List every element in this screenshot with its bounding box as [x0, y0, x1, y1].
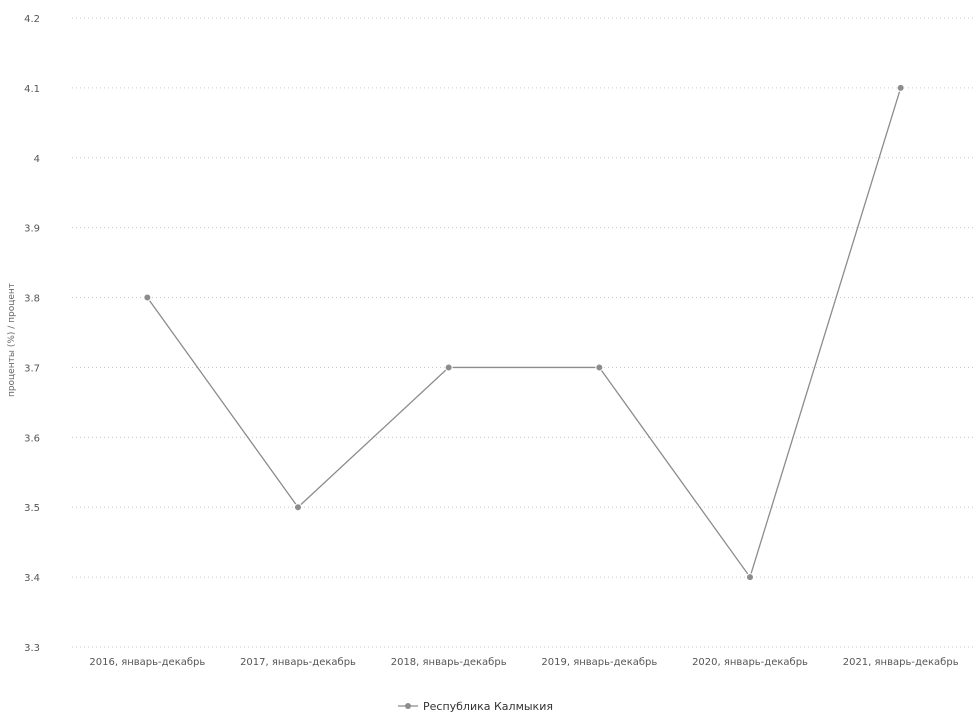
x-tick-label: 2018, январь-декабрь — [391, 657, 507, 668]
data-point[interactable] — [444, 363, 453, 372]
data-point[interactable] — [896, 83, 905, 92]
y-tick-label: 4.1 — [24, 84, 40, 95]
y-tick-label: 3.9 — [24, 224, 40, 235]
y-tick-label: 3.7 — [24, 363, 40, 374]
y-tick-label: 3.4 — [24, 573, 40, 584]
data-point[interactable] — [595, 363, 604, 372]
y-tick-label: 3.8 — [24, 294, 40, 305]
x-tick-label: 2016, январь-декабрь — [89, 657, 205, 668]
grid-lines — [72, 17, 976, 648]
series-line — [146, 87, 902, 579]
y-tick-label: 3.3 — [24, 643, 40, 654]
data-point[interactable] — [143, 293, 152, 302]
y-axis-ticks: 4.2 4.1 4 3.9 3.8 3.7 3.6 3.5 3.4 3.3 — [24, 14, 40, 654]
legend-label: Республика Калмыкия — [423, 700, 553, 713]
x-axis-ticks: 2016, январь-декабрь 2017, январь-декабрь… — [89, 657, 958, 668]
y-tick-label: 3.5 — [24, 503, 40, 514]
y-tick-label: 4 — [34, 154, 40, 165]
y-tick-label: 4.2 — [24, 14, 40, 25]
data-point[interactable] — [294, 503, 302, 512]
y-tick-label: 3.6 — [24, 433, 40, 444]
x-tick-label: 2019, январь-декабрь — [541, 657, 657, 668]
x-tick-label: 2021, январь-декабрь — [843, 657, 959, 668]
legend-marker-swatch — [405, 703, 411, 709]
y-axis-label: проценты (%) / процент — [7, 283, 17, 397]
data-point[interactable] — [746, 573, 754, 582]
series-layer — [143, 83, 905, 582]
x-tick-label: 2017, январь-декабрь — [240, 657, 356, 668]
legend[interactable]: Республика Калмыкия — [398, 700, 553, 713]
x-tick-label: 2020, январь-декабрь — [692, 657, 808, 668]
